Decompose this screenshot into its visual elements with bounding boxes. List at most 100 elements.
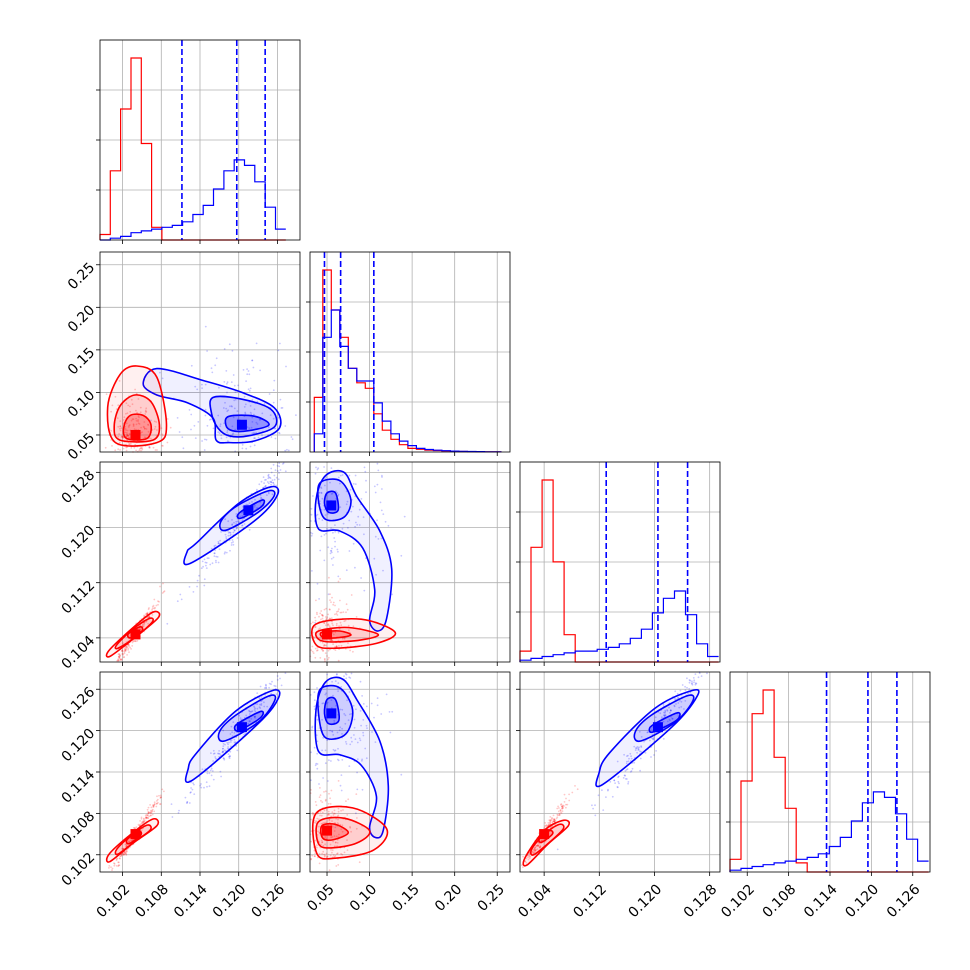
contour-level bbox=[114, 824, 152, 856]
scatter-point bbox=[325, 607, 327, 610]
scatter-point bbox=[193, 783, 195, 786]
scatter-point bbox=[319, 794, 322, 796]
scatter-point bbox=[678, 706, 681, 709]
scatter-point bbox=[325, 821, 327, 824]
scatter-point bbox=[275, 476, 278, 479]
scatter-point bbox=[362, 734, 365, 737]
scatter-point bbox=[272, 482, 275, 484]
scatter-point bbox=[324, 484, 326, 487]
scatter-point bbox=[355, 708, 357, 711]
scatter-point bbox=[151, 605, 154, 608]
scatter-point bbox=[328, 818, 331, 821]
scatter-point bbox=[350, 830, 352, 833]
scatter-point bbox=[232, 528, 235, 530]
y-tick-label: 0.20 bbox=[65, 302, 98, 335]
scatter-point bbox=[602, 809, 605, 811]
scatter-point bbox=[256, 703, 259, 705]
scatter-point bbox=[260, 497, 263, 500]
scatter-point bbox=[128, 443, 131, 446]
scatter-point bbox=[132, 640, 135, 643]
scatter-point bbox=[212, 760, 215, 762]
scatter-point bbox=[650, 756, 652, 758]
scatter-point bbox=[336, 852, 339, 855]
scatter-point bbox=[329, 843, 332, 846]
scatter-point bbox=[147, 608, 150, 611]
scatter-point bbox=[129, 405, 131, 408]
scatter-point bbox=[146, 611, 149, 614]
scatter-point bbox=[190, 787, 193, 789]
scatter-point bbox=[222, 757, 225, 760]
contour-level bbox=[224, 414, 270, 433]
scatter-point bbox=[152, 804, 154, 807]
scatter-point bbox=[362, 719, 365, 721]
scatter-point bbox=[128, 651, 130, 654]
scatter-point bbox=[357, 515, 360, 518]
scatter-point bbox=[217, 752, 219, 755]
scatter-point bbox=[343, 637, 346, 640]
scatter-point bbox=[636, 751, 638, 754]
scatter-point bbox=[365, 491, 367, 494]
scatter-point bbox=[241, 519, 244, 522]
scatter-point bbox=[268, 686, 270, 689]
scatter-point bbox=[241, 515, 244, 517]
scatter-point bbox=[270, 436, 273, 438]
scatter-point bbox=[254, 710, 257, 713]
scatter-point bbox=[231, 523, 234, 526]
scatter-point bbox=[555, 817, 558, 820]
scatter-point bbox=[117, 864, 120, 867]
scatter-point bbox=[522, 866, 524, 869]
scatter-point bbox=[313, 691, 316, 694]
y-tick-label: 0.10 bbox=[65, 387, 98, 420]
scatter-point bbox=[318, 783, 320, 785]
scatter-point bbox=[146, 816, 148, 819]
scatter-point bbox=[321, 811, 324, 814]
scatter-point bbox=[638, 730, 641, 733]
scatter-point bbox=[274, 427, 277, 430]
scatter-point bbox=[245, 714, 248, 717]
scatter-point bbox=[217, 540, 220, 543]
scatter-point bbox=[326, 616, 329, 619]
scatter-point bbox=[671, 717, 674, 720]
scatter-point bbox=[149, 811, 152, 814]
scatter-point bbox=[217, 414, 220, 417]
x-tick-label: 0.05 bbox=[304, 881, 337, 914]
scatter-point bbox=[326, 701, 329, 704]
histogram-series-a bbox=[99, 57, 286, 241]
scatter-point bbox=[321, 718, 323, 721]
y-tick-label: 0.15 bbox=[65, 345, 98, 378]
scatter-point bbox=[147, 622, 150, 625]
scatter-point bbox=[213, 545, 216, 547]
scatter-point bbox=[147, 812, 150, 815]
scatter-point bbox=[135, 640, 137, 643]
scatter-point bbox=[639, 750, 641, 752]
scatter-point bbox=[352, 650, 354, 653]
scatter-point bbox=[126, 645, 128, 648]
scatter-point bbox=[249, 405, 252, 407]
scatter-point bbox=[326, 739, 329, 742]
scatter-point bbox=[274, 685, 277, 688]
scatter-point bbox=[229, 750, 232, 753]
scatter-point bbox=[315, 804, 318, 807]
scatter-point bbox=[351, 740, 353, 743]
scatter-point bbox=[347, 642, 349, 644]
scatter-point bbox=[321, 614, 324, 617]
scatter-point bbox=[229, 436, 232, 439]
scatter-point bbox=[265, 686, 267, 689]
scatter-point bbox=[311, 570, 313, 572]
tick-marks bbox=[516, 511, 711, 666]
scatter-point bbox=[373, 557, 376, 560]
scatter-point bbox=[209, 563, 212, 566]
scatter-point bbox=[252, 366, 255, 369]
scatter-point bbox=[120, 854, 123, 857]
scatter-point bbox=[618, 782, 620, 785]
scatter-point bbox=[153, 803, 156, 805]
scatter-point bbox=[159, 585, 161, 588]
scatter-point bbox=[358, 861, 361, 864]
scatter-point bbox=[129, 442, 132, 445]
scatter-point bbox=[205, 438, 208, 441]
scatter-point bbox=[625, 768, 628, 771]
scatter-point bbox=[122, 853, 125, 856]
scatter-point bbox=[268, 393, 271, 395]
scatter-point bbox=[248, 720, 251, 723]
scatter-point bbox=[352, 625, 355, 628]
